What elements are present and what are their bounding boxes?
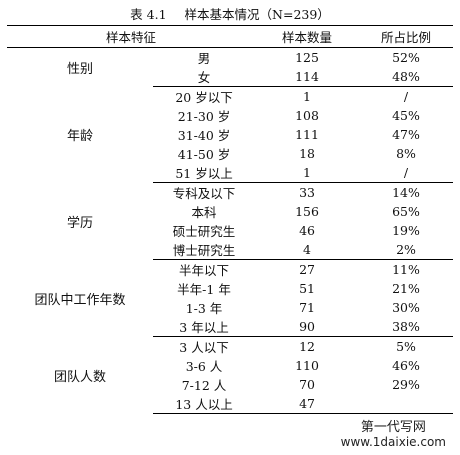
header-ratio: 所占比例 (359, 25, 454, 48)
table-row: 31-40 岁 111 47% (7, 125, 453, 144)
ratio-cell: 48% (359, 67, 454, 87)
count-cell: 114 (255, 67, 360, 87)
category-team-size: 团队人数 (53, 369, 106, 385)
ratio-cell: 52% (392, 50, 420, 65)
table-row: 41-50 岁 18 8% (7, 144, 453, 163)
count-cell: 46 (299, 223, 315, 238)
table-row: 年龄 20 岁以下 1 / (7, 87, 453, 144)
item-cell: 7-12 人 (181, 378, 227, 393)
item-cell: 本科 (191, 205, 217, 220)
header-row: 样本特征 样本数量 所占比例 (7, 25, 454, 48)
item-cell: 20 岁以下 (175, 90, 233, 105)
table-row: 7-12 人 70 29% (7, 375, 453, 394)
count-cell: 18 (299, 146, 315, 161)
table-caption-title: 样本基本情况（N=239） (184, 7, 330, 22)
item-cell: 1-3 年 (185, 301, 223, 316)
count-cell: 51 (299, 281, 315, 296)
table-row: 学历 专科及以下 33 14% (7, 183, 453, 231)
ratio-cell (359, 394, 454, 414)
ratio-cell: 2% (359, 240, 454, 260)
ratio-cell: 5% (396, 339, 416, 354)
item-cell: 41-50 岁 (177, 147, 231, 162)
ratio-cell: 45% (392, 108, 420, 123)
ratio-cell: 8% (396, 146, 416, 161)
count-cell: 12 (299, 339, 315, 354)
ratio-cell: / (359, 163, 454, 183)
table-row: 半年-1 年 51 21% (7, 279, 453, 298)
site-watermark: 第一代写网 www.1daixie.com (341, 420, 446, 449)
count-cell: 1 (255, 163, 360, 183)
count-cell: 27 (299, 262, 315, 277)
count-cell: 33 (299, 185, 315, 200)
item-cell: 半年以下 (179, 263, 230, 278)
item-cell: 专科及以下 (172, 186, 236, 201)
ratio-cell: 19% (392, 223, 420, 238)
count-cell: 1 (303, 89, 311, 104)
table-caption-label: 表 4.1 (130, 7, 167, 22)
ratio-cell: 65% (392, 204, 420, 219)
item-cell: 51 岁以上 (153, 163, 256, 183)
count-cell: 70 (299, 377, 315, 392)
ratio-cell: / (403, 89, 409, 104)
item-cell: 3 年以上 (153, 317, 256, 337)
watermark-line-2: www.1daixie.com (340, 435, 446, 449)
count-cell: 111 (295, 127, 319, 142)
item-cell: 女 (153, 67, 256, 87)
ratio-cell: 14% (392, 185, 420, 200)
item-cell: 男 (197, 51, 211, 66)
category-age: 年龄 (66, 129, 93, 144)
ratio-cell: 30% (392, 300, 420, 315)
count-cell: 125 (295, 50, 319, 65)
table-row: 1-3 年 71 30% (7, 298, 453, 317)
table-row: 团队中工作年数 半年以下 27 11% (7, 260, 453, 308)
count-cell: 4 (255, 240, 360, 260)
table-row: 硕士研究生 46 19% (7, 221, 453, 240)
count-cell: 110 (295, 358, 319, 373)
table-caption: 表 4.1 样本基本情况（N=239） (0, 4, 460, 23)
table-row: 本科 156 65% (7, 202, 453, 221)
table-row: 51 岁以上 1 / (7, 163, 454, 183)
watermark-line-1: 第一代写网 (360, 420, 426, 435)
count-cell: 71 (299, 300, 315, 315)
category-tenure: 团队中工作年数 (34, 292, 126, 308)
table-row: 13 人以上 47 (7, 394, 454, 414)
ratio-cell: 11% (392, 262, 420, 277)
item-cell: 13 人以上 (153, 394, 256, 414)
ratio-cell: 38% (359, 317, 454, 337)
item-cell: 硕士研究生 (172, 224, 236, 239)
table-row: 团队人数 3 人以下 12 5% (7, 337, 453, 385)
item-cell: 31-40 岁 (177, 128, 231, 143)
header-feature: 样本特征 (7, 25, 256, 48)
ratio-cell: 47% (392, 127, 420, 142)
table-row: 性别 男 125 52% (7, 48, 453, 77)
item-cell: 3 人以下 (179, 340, 229, 355)
count-cell: 108 (295, 108, 319, 123)
ratio-cell: 46% (392, 358, 420, 373)
table-row: 21-30 岁 108 45% (7, 106, 453, 125)
header-count: 样本数量 (255, 25, 360, 48)
table-row: 3-6 人 110 46% (7, 356, 453, 375)
item-cell: 半年-1 年 (177, 282, 231, 297)
item-cell: 21-30 岁 (177, 109, 231, 124)
item-cell: 博士研究生 (153, 240, 256, 260)
count-cell: 90 (255, 317, 360, 337)
table-row: 博士研究生 4 2% (7, 240, 454, 260)
sample-table: 样本特征 样本数量 所占比例 性别 男 125 52% 女 114 48% 年龄… (7, 25, 454, 414)
ratio-cell: 21% (392, 281, 420, 296)
count-cell: 47 (255, 394, 360, 414)
count-cell: 156 (295, 204, 319, 219)
table-row: 女 114 48% (7, 67, 454, 87)
item-cell: 3-6 人 (185, 359, 223, 374)
ratio-cell: 29% (392, 377, 420, 392)
category-gender: 性别 (66, 61, 93, 77)
category-education: 学历 (66, 215, 93, 231)
table-row: 3 年以上 90 38% (7, 317, 454, 337)
